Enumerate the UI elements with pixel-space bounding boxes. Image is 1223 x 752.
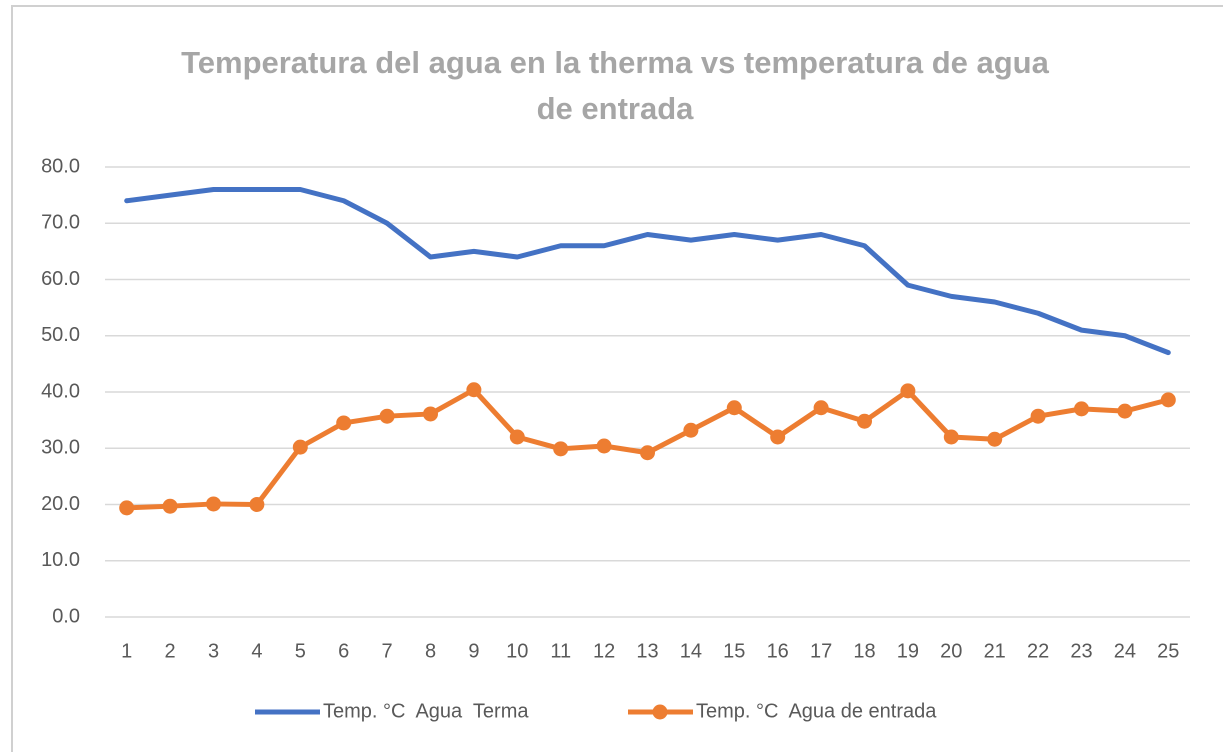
x-tick-label: 8 [425,640,436,662]
data-point [466,382,482,398]
data-point [553,441,569,457]
x-tick-label: 25 [1157,640,1179,662]
legend-label: Temp. °C Agua Terma [323,700,529,722]
chart-border [11,5,1223,752]
legend-label: Temp. °C Agua de entrada [696,700,937,722]
x-tick-label: 2 [165,640,176,662]
data-point [813,400,829,416]
x-tick-label: 22 [1027,640,1049,662]
y-tick-label: 50.0 [41,324,80,346]
data-point [1160,392,1176,408]
data-point [900,383,916,399]
y-tick-label: 40.0 [41,380,80,402]
data-point [857,413,872,429]
chart-title: Temperatura del agua en la therma vs tem… [181,45,1049,126]
y-tick-label: 70.0 [41,212,80,234]
data-point [162,498,178,514]
x-tick-label: 16 [767,640,789,662]
x-tick-label: 5 [295,640,306,662]
y-tick-label: 0.0 [52,605,80,627]
x-tick-label: 24 [1114,640,1136,662]
data-point [683,422,699,438]
data-point [943,429,959,445]
x-tick-label: 15 [723,640,745,662]
x-tick-label: 11 [550,640,571,662]
data-point [726,400,742,416]
data-point [1030,408,1046,424]
x-tick-label: 12 [593,640,615,662]
y-tick-label: 60.0 [41,268,80,290]
y-tick-label: 20.0 [41,493,80,515]
data-point [249,497,265,512]
y-tick-label: 10.0 [41,549,80,571]
data-point [423,406,438,422]
data-point [379,408,395,424]
data-point [640,445,655,461]
data-point [336,415,352,431]
x-tick-label: 19 [897,640,919,662]
data-point [292,439,308,455]
data-point [1074,401,1089,417]
x-tick-label: 1 [121,640,132,662]
x-tick-label: 20 [940,640,962,662]
x-tick-label: 3 [208,640,219,662]
data-point [119,500,135,516]
x-tick-label: 7 [382,640,393,662]
x-tick-label: 14 [680,640,702,662]
x-tick-label: 4 [251,640,262,662]
legend-marker [652,704,668,720]
y-tick-label: 80.0 [41,155,80,177]
x-tick-label: 9 [468,640,479,662]
data-point [1117,403,1133,419]
x-tick-label: 21 [984,640,1006,662]
series-line [124,187,1171,356]
data-point [770,429,786,445]
x-tick-label: 18 [853,640,875,662]
y-tick-label: 30.0 [41,437,80,459]
data-point [596,438,612,454]
x-tick-label: 13 [636,640,658,662]
data-point [206,496,221,512]
x-tick-label: 6 [338,640,349,662]
x-tick-label: 10 [506,640,528,662]
x-tick-label: 23 [1070,640,1092,662]
data-point [509,429,525,445]
data-point [987,431,1003,447]
x-tick-label: 17 [810,640,832,662]
